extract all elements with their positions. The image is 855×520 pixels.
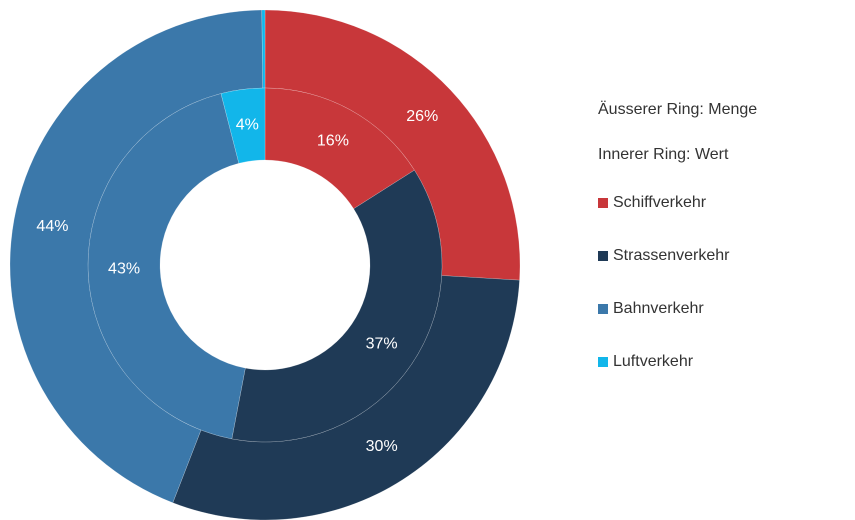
legend-label: Luftverkehr xyxy=(613,353,694,370)
legend-label: Strassenverkehr xyxy=(613,247,730,264)
legend-swatch xyxy=(598,304,608,314)
data-label: 37% xyxy=(366,335,398,352)
data-label: 26% xyxy=(406,108,438,125)
data-label: 44% xyxy=(36,218,68,235)
legend-title: Äusserer Ring: Menge xyxy=(598,100,757,118)
data-label: 4% xyxy=(236,116,259,133)
data-label: 43% xyxy=(108,261,140,278)
data-label: 30% xyxy=(366,438,398,455)
legend-label: Bahnverkehr xyxy=(613,300,704,317)
legend-label: Schiffverkehr xyxy=(613,194,707,211)
legend-title: Innerer Ring: Wert xyxy=(598,146,729,163)
legend-swatch xyxy=(598,251,608,261)
donut-segment xyxy=(220,87,266,164)
donut-segment xyxy=(87,93,246,440)
donut-segment xyxy=(231,169,443,443)
data-label: 16% xyxy=(317,133,349,150)
legend-swatch xyxy=(598,198,608,208)
legend-swatch xyxy=(598,357,608,367)
